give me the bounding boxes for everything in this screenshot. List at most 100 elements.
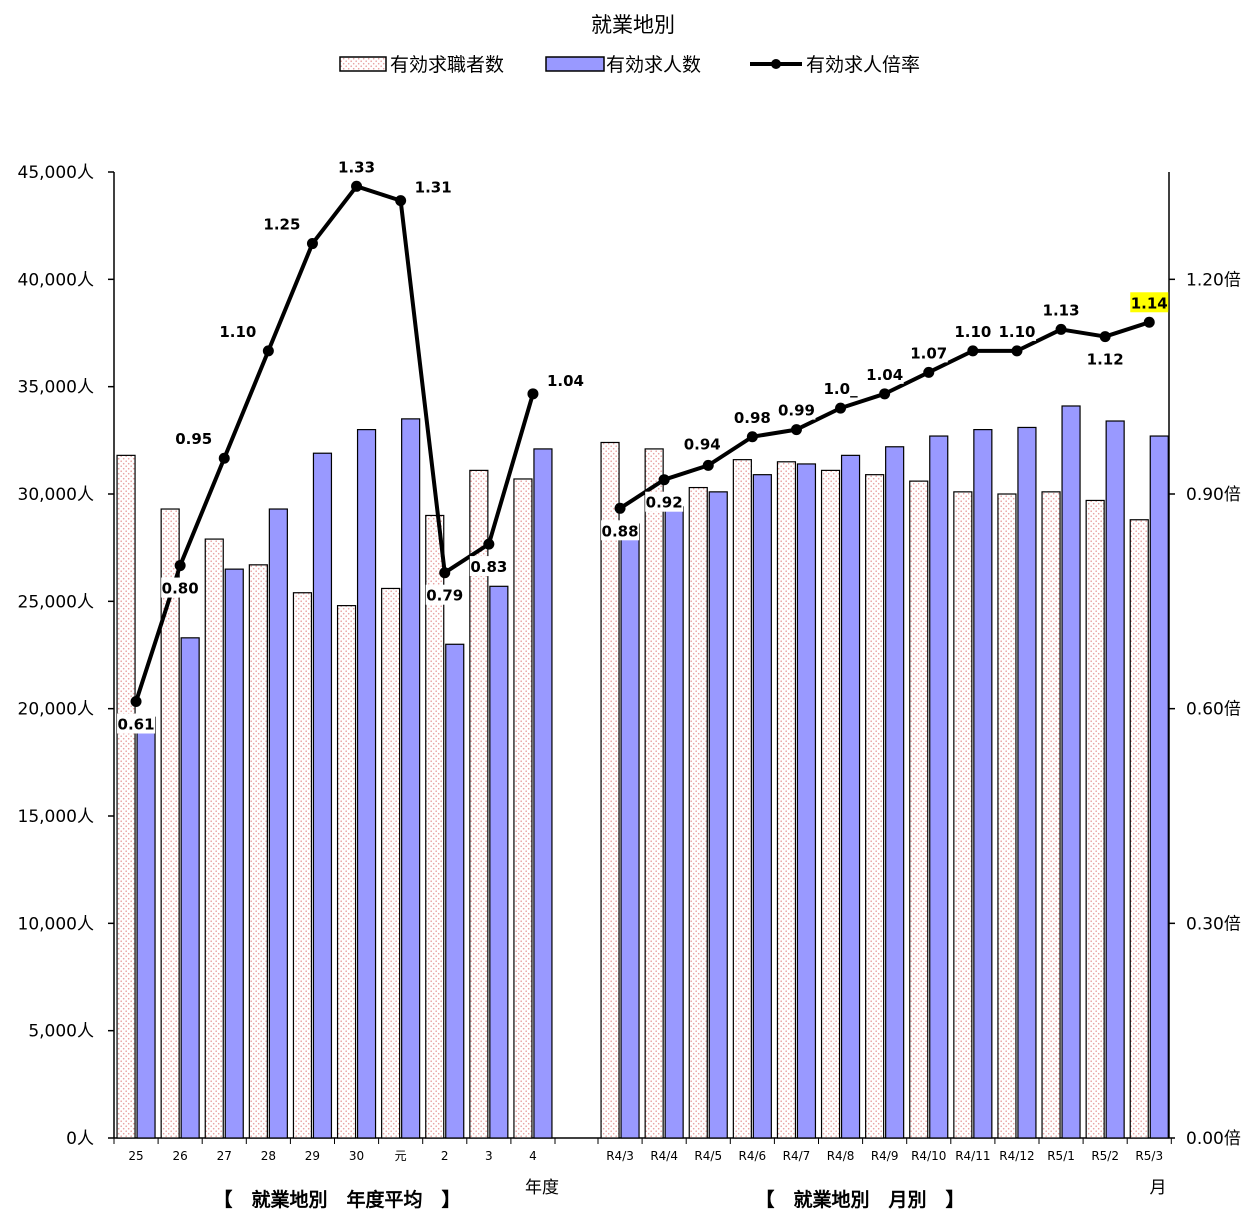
ratio-label-box [337,156,376,177]
chart-title: 就業地別 [591,13,675,37]
bar-seekers [336,605,357,1139]
ratio-label: 0.95 [175,430,212,448]
left-tick-label: 20,000人 [18,700,94,720]
ratio-label: 1.14 [1131,294,1168,312]
right-tick-label: 0.90倍 [1186,485,1241,505]
ratio-label: 1.04 [547,372,584,390]
ratio-point [658,474,670,486]
x-tick-label: 28 [261,1149,276,1163]
ratio-point [351,180,363,192]
ratio-label-box [411,176,450,197]
left-tick-label: 5,000人 [28,1022,94,1042]
bar-openings [356,429,377,1139]
ratio-label-box [265,213,304,234]
bar-seekers [204,538,224,1139]
ratio-label-box [645,491,684,512]
x-tick-label: R4/11 [955,1149,990,1163]
x-tick-label: R4/12 [999,1149,1034,1163]
left-tick-label: 40,000人 [18,270,94,290]
x-tick-label: 27 [217,1149,232,1163]
ratio-point [1143,316,1155,328]
left-tick-label: 30,000人 [18,485,94,505]
bar-openings [489,585,509,1139]
x-tick-label: 2 [441,1149,449,1163]
ratio-label-box [425,584,464,605]
ratio-label: 0.92 [646,494,683,512]
x-tick-label: R4/8 [827,1149,855,1163]
bar-seekers [953,491,973,1139]
bar-openings [445,643,465,1139]
ratio-label-box [1042,299,1081,320]
x-tick-label: R5/2 [1091,1149,1119,1163]
ratio-label-box [821,378,860,399]
bar-openings [533,448,553,1139]
ratio-point [395,195,407,207]
legend-label-ratio: 有効求人倍率 [806,54,920,76]
ratio-point [835,402,847,414]
x-tick-label: R4/5 [694,1149,722,1163]
bar-seekers [116,454,136,1139]
ratio-label-box [221,320,260,341]
ratio-label: 1.13 [1043,301,1080,319]
ratio-label: 0.80 [162,580,199,598]
ratio-point [483,538,495,550]
ratio-point [1055,323,1067,335]
x-tick-label: R4/10 [911,1149,946,1163]
bar-openings [885,446,905,1139]
ratio-point [790,424,802,436]
ratio-point [174,560,186,572]
x-tick-label: 4 [529,1149,537,1163]
ratio-point [702,459,714,471]
ratio-point [746,431,758,443]
x-tick-label: R5/3 [1135,1149,1163,1163]
ratio-point [1011,345,1023,357]
section-label-monthly: 【 就業地別 月別 】 [755,1188,964,1211]
bar-seekers [1041,491,1061,1139]
bar-openings [1105,420,1125,1139]
bar-seekers [248,564,268,1139]
bar-openings [224,568,244,1139]
bar-seekers [160,508,180,1139]
ratio-label: 1.25 [263,216,300,234]
ratio-point [967,345,979,357]
bar-seekers [997,493,1017,1139]
ratio-point [439,567,451,579]
ratio-line-series: 0.61 0.80 0.95 1.10 1.25 1.33 1.31 0.79 0.83 1.04… [117,156,1169,734]
ratio-label: 0.99 [778,402,815,420]
left-tick-label: 45,000人 [18,163,94,183]
ratio-label: 0.88 [602,522,639,540]
ratio-label: 1.0_ [824,380,859,398]
ratio-label-box [683,433,722,454]
ratio-label: 1.10 [219,323,256,341]
x-tick-label: R4/3 [606,1149,634,1163]
bar-openings [929,435,949,1139]
ratio-label-box [161,577,200,598]
ratio-point [262,345,274,357]
x-tick-label: 30 [349,1149,364,1163]
bar-openings [708,491,728,1139]
ratio-label: 1.07 [910,344,947,362]
ratio-point [879,388,891,400]
x-tick-label: 25 [128,1149,143,1163]
x-tick-label: R4/6 [739,1149,767,1163]
legend: 有効求職者数 有効求人数 有効求人倍率 [339,54,920,76]
ratio-label-box [997,320,1036,341]
x-unit-label-fiscal-year: 年度 [525,1178,559,1198]
bar-seekers [1085,499,1105,1139]
legend-swatch-openings [545,56,605,72]
bar-openings [796,463,817,1139]
bar-seekers [865,474,885,1139]
x-tick-label: 元 [395,1149,407,1163]
ratio-label: 1.12 [1087,351,1124,369]
ratio-label-box [543,369,582,390]
bar-seekers [909,480,929,1139]
ratio-line [134,184,535,703]
right-tick-label: 0.00倍 [1186,1129,1241,1149]
ratio-label-box [909,342,948,363]
ratio-label: 0.61 [118,716,155,734]
left-tick-label: 10,000人 [18,914,94,934]
ratio-label-box [177,428,216,449]
x-tick-label: R4/7 [783,1149,811,1163]
ratio-label-box [777,399,816,420]
